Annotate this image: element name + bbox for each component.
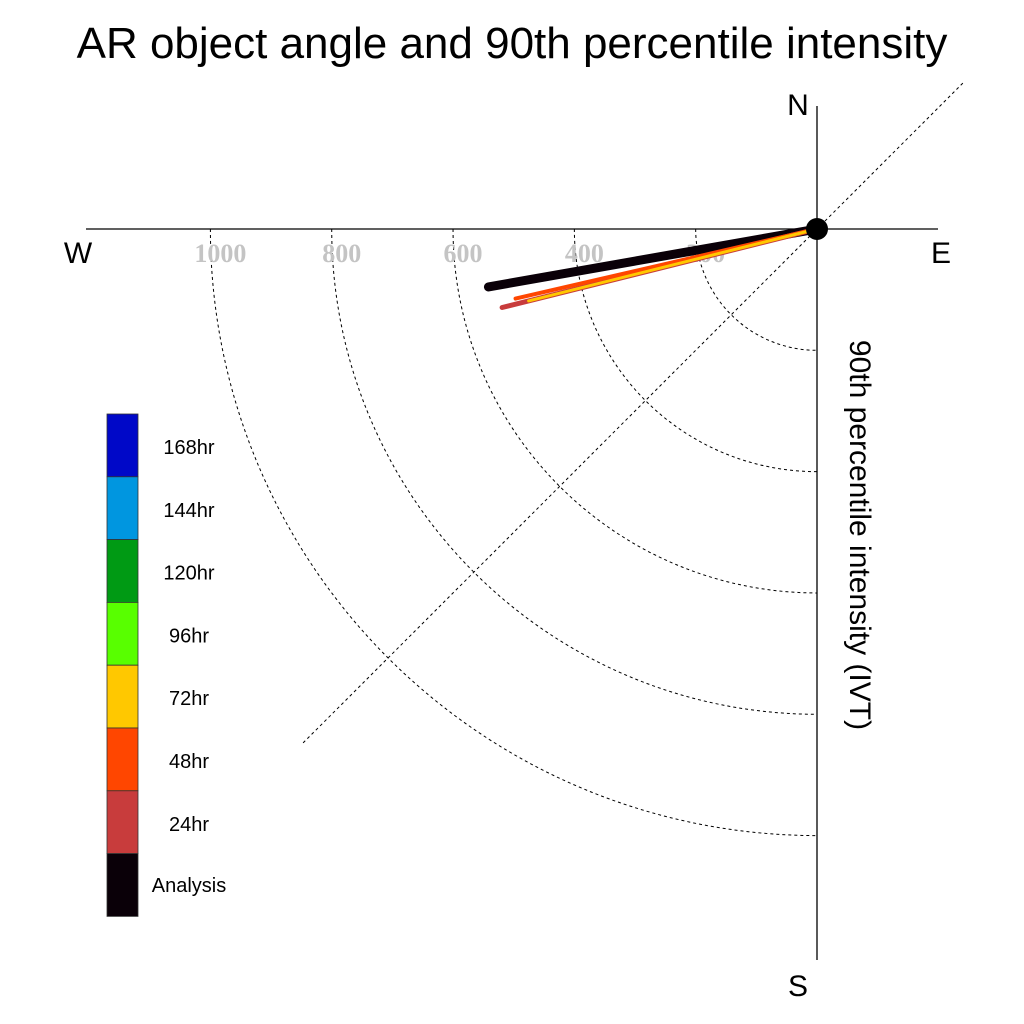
north-label: N	[787, 89, 809, 122]
legend-label: 120hr	[163, 563, 214, 585]
legend: 168hr 144hr 120hr 96hr 72hr 48hr 24hr Analysis	[106, 413, 226, 917]
chart-title: AR object angle and 90th percentile inte…	[77, 19, 948, 68]
legend-label: 168hr	[163, 437, 214, 459]
legend-label: 144hr	[163, 500, 214, 522]
origin-marker	[806, 218, 828, 240]
legend-label: 24hr	[169, 814, 209, 836]
legend-swatch-24hr	[106, 790, 139, 854]
legend-swatch-72hr	[106, 664, 139, 729]
radial-tick-labels: 2004006008001000	[194, 239, 725, 268]
series-lines	[483, 224, 822, 311]
east-label: E	[931, 237, 951, 270]
legend-label: 96hr	[169, 625, 209, 647]
radial-tick-label: 1000	[194, 239, 246, 268]
legend-swatch-144hr	[106, 476, 139, 540]
legend-swatch-120hr	[106, 539, 139, 603]
west-label: W	[64, 237, 93, 270]
grid-arc-800	[331, 228, 818, 715]
legend-swatch-96hr	[106, 602, 139, 666]
legend-swatch-analysis	[106, 853, 139, 917]
series-line-analysis	[483, 224, 822, 292]
legend-label: 48hr	[169, 751, 209, 773]
legend-label: Analysis	[152, 875, 226, 897]
grid-arc-1000	[209, 228, 818, 837]
radial-axis-label: 90th percentile intensity (IVT)	[843, 340, 876, 730]
legend-label: 72hr	[169, 688, 209, 710]
legend-swatch-168hr	[106, 413, 139, 478]
grid-arc-600	[452, 228, 818, 594]
radial-tick-label: 600	[444, 239, 483, 268]
radial-tick-label: 800	[322, 239, 361, 268]
south-label: S	[788, 970, 808, 1003]
legend-swatch-48hr	[106, 727, 139, 792]
series-line-72hr	[527, 227, 819, 303]
